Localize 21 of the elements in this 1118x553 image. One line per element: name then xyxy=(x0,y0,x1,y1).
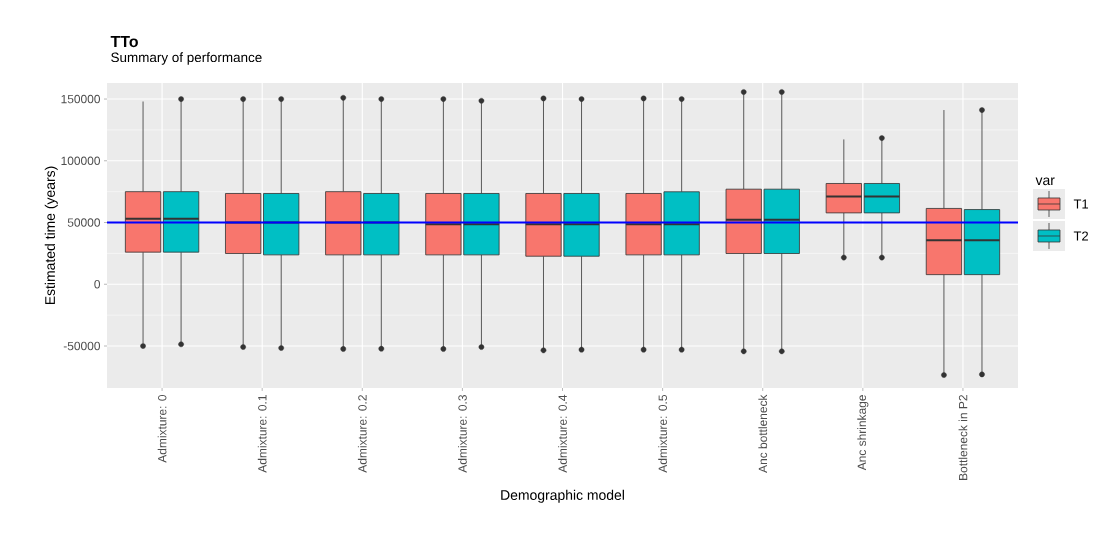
y-tick-label: 50000 xyxy=(67,218,101,227)
x-tick-label: Admixture: 0.5 xyxy=(658,395,667,473)
y-axis-title: Estimated time (years) xyxy=(44,166,58,305)
y-tick-label: 0 xyxy=(94,280,101,289)
legend-title: var xyxy=(1035,177,1055,186)
x-tick-label: Anc shrinkage xyxy=(857,395,869,471)
y-tick-label: -50000 xyxy=(63,341,101,351)
legend-label: T1 xyxy=(1073,199,1089,209)
x-tick-label: Bottleneck in P2 xyxy=(958,395,968,480)
x-tick-label: Anc bottleneck xyxy=(758,394,768,473)
legend-label: T2 xyxy=(1073,231,1088,241)
x-tick-label: Admixture: 0.3 xyxy=(458,395,467,473)
chart-title: TTo xyxy=(110,36,138,48)
y-tick-label: 100000 xyxy=(61,156,101,165)
chart-subtitle: Summary of performance xyxy=(111,52,262,65)
x-tick-label: Admixture: 0.1 xyxy=(257,395,267,473)
x-tick-label: Admixture: 0 xyxy=(157,394,167,463)
y-tick-label: 150000 xyxy=(61,94,101,104)
x-tick-label: Admixture: 0.2 xyxy=(357,395,367,473)
x-tick-label: Admixture: 0.4 xyxy=(558,394,567,473)
x-axis-title: Demographic model xyxy=(501,489,624,503)
